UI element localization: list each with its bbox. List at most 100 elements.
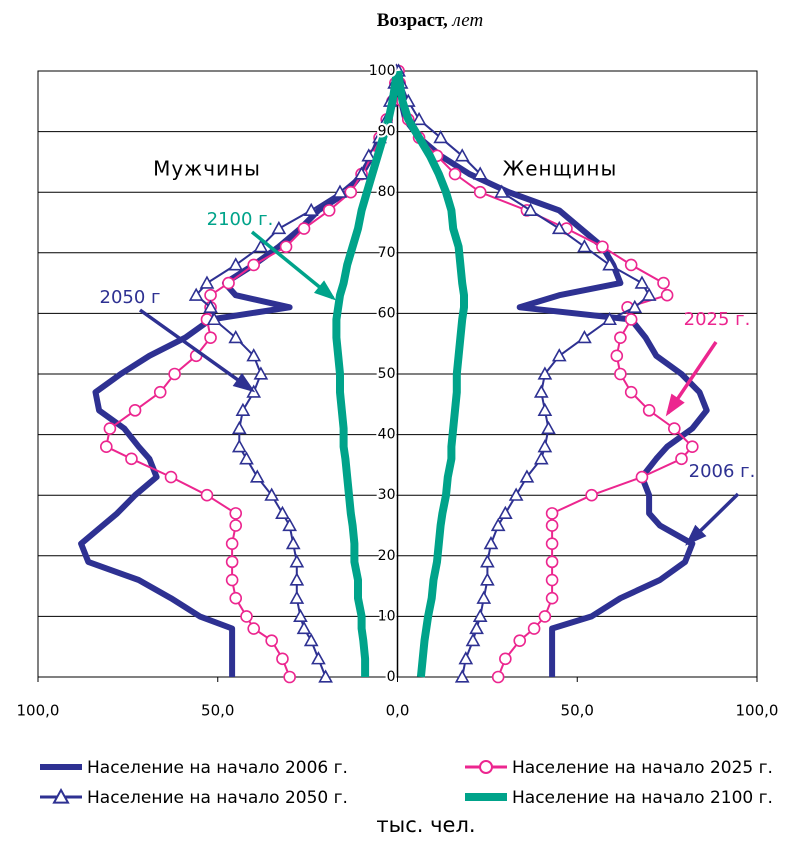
y-tick-label: 90 bbox=[378, 124, 396, 140]
marker bbox=[624, 258, 638, 272]
marker bbox=[100, 440, 113, 454]
marker bbox=[585, 488, 598, 502]
legend-label: Население на начало 2050 г. bbox=[87, 788, 348, 808]
marker bbox=[465, 632, 481, 647]
axis-title-main: Возраст, bbox=[377, 10, 448, 31]
y-tick-label: 60 bbox=[378, 305, 396, 321]
marker bbox=[577, 239, 592, 253]
marker bbox=[538, 610, 552, 623]
y-tick-label: 40 bbox=[378, 427, 396, 443]
legend-label: Население на начало 2100 г. bbox=[512, 788, 773, 808]
x-tick-label: 100,0 bbox=[736, 702, 779, 720]
marker bbox=[204, 288, 217, 302]
marker bbox=[537, 439, 553, 453]
axis-title: Возраст, лет bbox=[377, 10, 483, 31]
marker bbox=[519, 469, 535, 483]
marker bbox=[289, 554, 305, 568]
marker bbox=[480, 572, 495, 586]
marker bbox=[229, 591, 243, 605]
marker bbox=[490, 517, 506, 532]
marker bbox=[537, 366, 553, 380]
marker bbox=[282, 517, 298, 532]
marker bbox=[247, 622, 260, 635]
marker bbox=[228, 329, 244, 344]
marker bbox=[279, 240, 293, 254]
marker bbox=[275, 505, 290, 519]
marker bbox=[168, 367, 181, 381]
annotation: 2006 г. bbox=[689, 461, 756, 482]
axis-title-unit: лет bbox=[452, 10, 484, 31]
marker bbox=[523, 202, 538, 216]
marker bbox=[200, 488, 214, 502]
marker bbox=[239, 451, 254, 465]
y-tick-label: 20 bbox=[378, 548, 396, 564]
marker bbox=[545, 555, 559, 569]
series-line bbox=[332, 70, 401, 677]
marker bbox=[433, 130, 448, 144]
marker bbox=[454, 669, 470, 683]
marker bbox=[235, 402, 251, 416]
marker bbox=[225, 573, 239, 587]
marker bbox=[296, 620, 312, 635]
marker bbox=[361, 148, 377, 162]
marker bbox=[545, 519, 559, 532]
series-line bbox=[394, 70, 468, 678]
marker bbox=[527, 622, 541, 635]
marker bbox=[657, 276, 670, 290]
marker bbox=[188, 287, 204, 301]
marker bbox=[265, 634, 278, 647]
marker bbox=[311, 651, 326, 665]
marker bbox=[228, 257, 244, 271]
marker bbox=[332, 184, 348, 198]
marker bbox=[602, 257, 617, 271]
marker bbox=[199, 275, 215, 289]
marker bbox=[229, 507, 243, 520]
marker bbox=[483, 536, 499, 550]
marker bbox=[289, 572, 305, 586]
marker bbox=[635, 470, 649, 484]
marker bbox=[411, 111, 427, 126]
legend-marker bbox=[479, 760, 493, 774]
marker bbox=[128, 404, 142, 417]
marker bbox=[614, 367, 627, 381]
marker bbox=[551, 348, 567, 362]
marker bbox=[660, 288, 674, 302]
marker bbox=[246, 348, 262, 362]
y-tick-label: 30 bbox=[378, 487, 396, 503]
marker bbox=[264, 487, 280, 501]
marker bbox=[610, 349, 624, 363]
marker bbox=[285, 536, 301, 550]
annotation-arrow bbox=[138, 308, 254, 392]
marker bbox=[624, 313, 638, 326]
marker bbox=[641, 287, 657, 301]
y-tick-label: 100 bbox=[369, 63, 396, 79]
marker bbox=[247, 258, 260, 272]
arrow-head bbox=[665, 393, 685, 417]
legend-label: Население на начало 2025 г. bbox=[512, 758, 773, 778]
series-line bbox=[395, 70, 710, 677]
marker bbox=[685, 440, 699, 454]
marker bbox=[545, 573, 559, 587]
marker bbox=[472, 166, 488, 180]
marker bbox=[497, 505, 513, 519]
marker bbox=[537, 402, 553, 416]
marker bbox=[551, 220, 567, 235]
legend-marker bbox=[52, 787, 70, 804]
x-tick-label: 50,0 bbox=[561, 702, 594, 720]
marker bbox=[253, 366, 269, 380]
marker bbox=[545, 507, 559, 520]
marker bbox=[448, 167, 462, 181]
marker bbox=[225, 555, 239, 569]
marker bbox=[231, 439, 247, 453]
marker bbox=[541, 420, 556, 435]
marker bbox=[125, 452, 138, 466]
marker bbox=[642, 404, 656, 417]
marker bbox=[458, 651, 474, 665]
marker bbox=[276, 652, 289, 666]
marker bbox=[480, 554, 495, 568]
marker bbox=[203, 299, 218, 313]
side-label: Мужчины bbox=[153, 157, 261, 181]
y-tick-label: 0 bbox=[387, 669, 396, 685]
side-label: Женщины bbox=[503, 157, 618, 181]
marker bbox=[499, 652, 512, 666]
